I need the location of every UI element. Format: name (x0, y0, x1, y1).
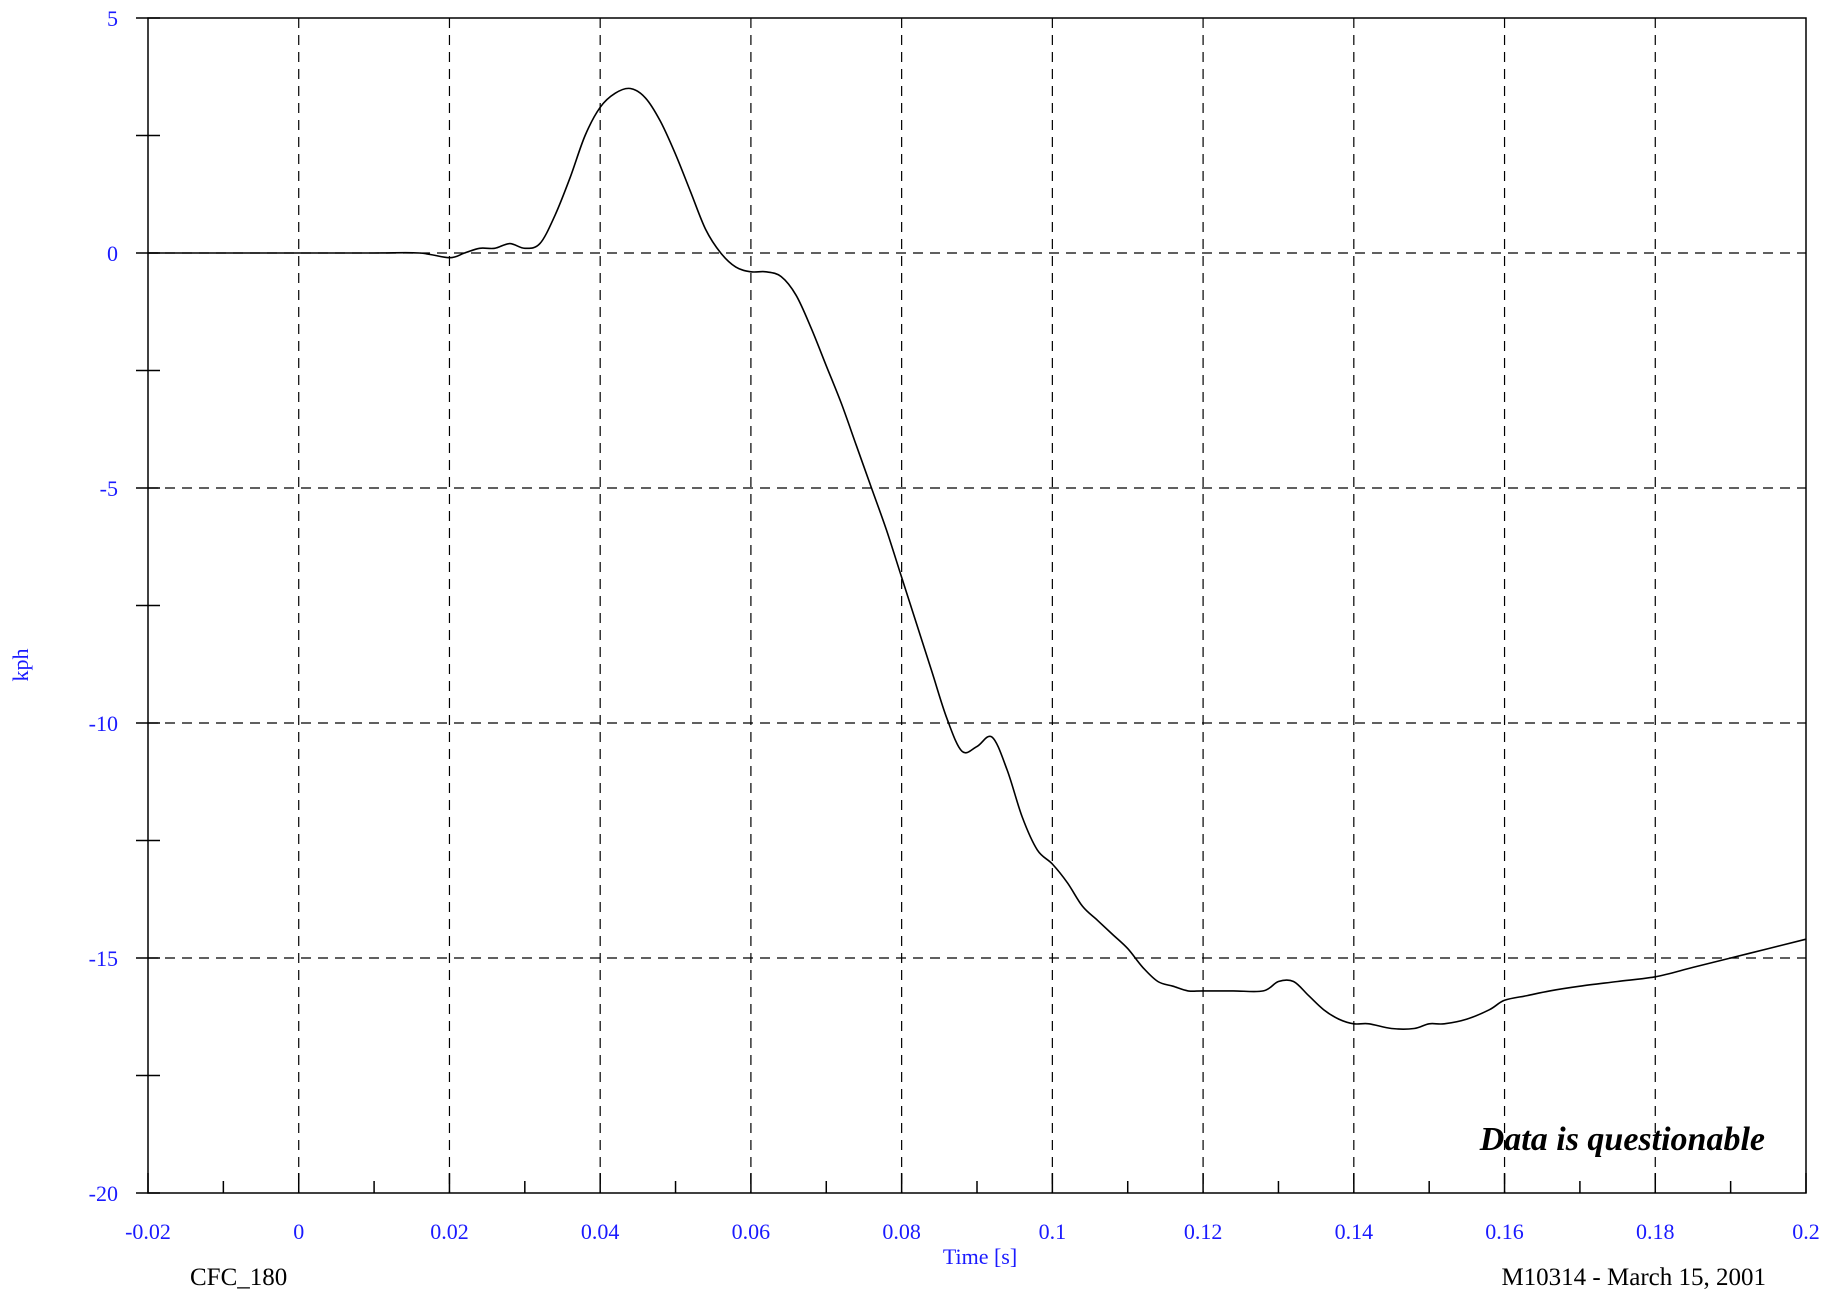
x-tick-label: 0.02 (430, 1219, 469, 1244)
grid-layer (148, 18, 1806, 1193)
plot-frame (147, 17, 1807, 1194)
footer-test-id: M10314 - March 15, 2001 (1501, 1264, 1766, 1291)
x-tick-label: 0.18 (1636, 1219, 1675, 1244)
y-tick-label: -10 (89, 711, 118, 736)
y-tick-label: 5 (107, 6, 118, 31)
x-tick-label: 0.06 (732, 1219, 771, 1244)
x-tick-label: 0.04 (581, 1219, 620, 1244)
series-line (148, 87, 1807, 1030)
y-tick-label: -5 (100, 476, 118, 501)
footer-filter-class: CFC_180 (190, 1264, 287, 1291)
y-tick-label: 0 (107, 241, 118, 266)
x-tick-label: 0.16 (1485, 1219, 1524, 1244)
x-tick-label: 0.14 (1335, 1219, 1374, 1244)
x-tick-label: 0.08 (882, 1219, 921, 1244)
x-tick-label: 0 (293, 1219, 304, 1244)
x-axis-label: Time [s] (943, 1244, 1017, 1269)
y-tick-label: -20 (89, 1181, 118, 1206)
x-tick-label: 0.1 (1039, 1219, 1067, 1244)
y-axis-label: kph (8, 649, 33, 682)
x-tick-label: -0.02 (125, 1219, 171, 1244)
x-tick-label: 0.12 (1184, 1219, 1223, 1244)
y-tick-label: -15 (89, 946, 118, 971)
label-layer: -0.02 0 0.02 0.04 0.06 0.08 0.1 0.12 0.14 0.16 0.1… (89, 6, 1820, 1244)
series-layer (148, 87, 1807, 1030)
data-quality-note: Data is questionable (1479, 1121, 1765, 1158)
x-tick-label: 0.2 (1792, 1219, 1820, 1244)
tick-layer (136, 17, 1807, 1194)
